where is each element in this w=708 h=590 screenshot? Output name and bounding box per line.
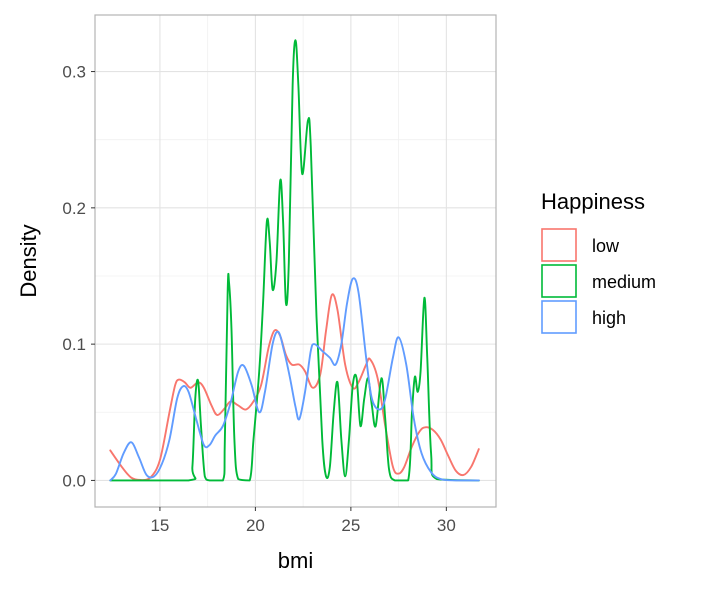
plot-border — [94, 14, 497, 508]
series-layer — [109, 39, 480, 482]
x-tick-label: 25 — [341, 516, 360, 535]
x-tick-label: 15 — [150, 516, 169, 535]
legend-label-medium: medium — [592, 272, 656, 292]
y-tick-label: 0.3 — [62, 63, 86, 82]
series-line-low — [109, 293, 480, 481]
legend-title: Happiness — [541, 189, 645, 214]
legend-label-low: low — [592, 236, 620, 256]
y-axis-title: Density — [16, 224, 41, 297]
series-line-medium — [109, 39, 480, 482]
x-axis-ticks: 15 20 25 30 — [150, 507, 456, 535]
y-tick-label: 0.0 — [62, 471, 86, 490]
legend-key-medium — [541, 264, 577, 298]
legend-key-high — [541, 300, 577, 334]
x-tick-label: 20 — [246, 516, 265, 535]
legend-key-low — [541, 228, 577, 262]
legend-items: low medium high — [541, 228, 656, 334]
y-tick-label: 0.2 — [62, 199, 86, 218]
y-tick-label: 0.1 — [62, 335, 86, 354]
legend: Happiness low medium high — [541, 189, 656, 334]
y-axis-ticks: 0.0 0.1 0.2 0.3 — [62, 63, 95, 490]
series-line-high — [109, 277, 480, 482]
x-axis-title: bmi — [278, 548, 313, 573]
x-tick-label: 30 — [437, 516, 456, 535]
legend-label-high: high — [592, 308, 626, 328]
